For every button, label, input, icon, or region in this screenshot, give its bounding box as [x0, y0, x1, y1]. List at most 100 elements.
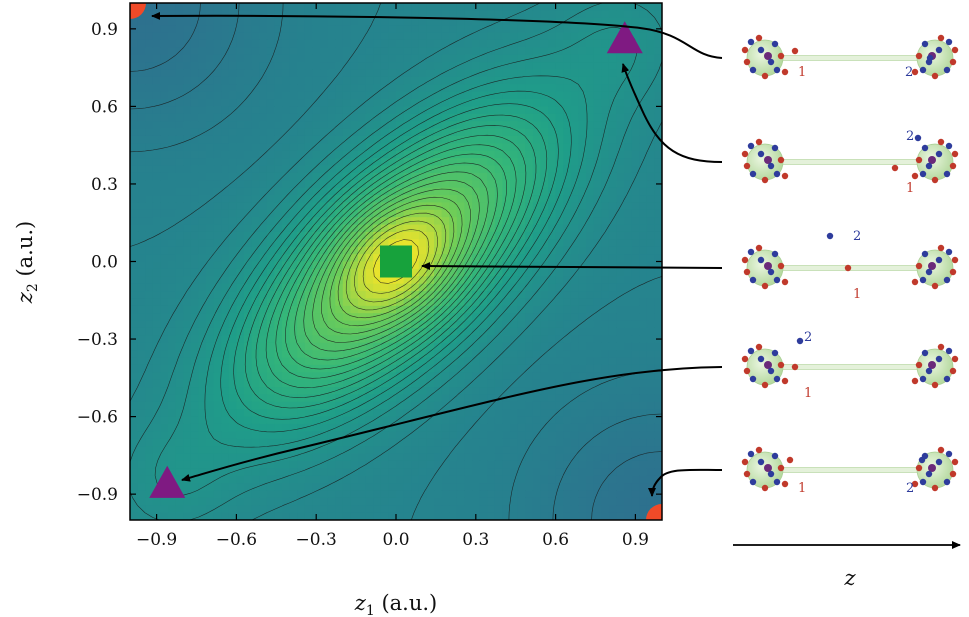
heatmap-cell	[532, 394, 541, 403]
heatmap-cell	[373, 224, 382, 233]
heatmap-cell	[456, 113, 465, 122]
heatmap-cell	[532, 25, 541, 34]
heatmap-cell	[289, 401, 298, 410]
heatmap-cell	[456, 291, 465, 300]
heatmap-cell	[198, 217, 207, 226]
heatmap-cell	[548, 357, 557, 366]
heatmap-cell	[639, 475, 648, 484]
heatmap-cell	[449, 84, 458, 93]
heatmap-cell	[570, 158, 579, 167]
heatmap-cell	[426, 135, 435, 144]
heatmap-cell	[373, 202, 382, 211]
heatmap-cell	[198, 512, 207, 520]
heatmap-cell	[130, 291, 139, 300]
heatmap-cell	[251, 165, 260, 174]
contour-line	[265, 134, 527, 389]
heatmap-cell	[586, 357, 595, 366]
heatmap-cell	[365, 438, 374, 447]
heatmap-cell	[388, 62, 397, 71]
heatmap-cell	[266, 231, 275, 240]
heatmap-cell	[578, 195, 587, 204]
heatmap-cell	[411, 305, 420, 314]
heatmap-cell	[624, 291, 633, 300]
heatmap-cell	[335, 165, 344, 174]
heatmap-cell	[441, 91, 450, 100]
heatmap-cell	[487, 143, 496, 152]
heatmap-cell	[525, 202, 534, 211]
heatmap-cell	[266, 187, 275, 196]
heatmap-cell	[244, 357, 253, 366]
heatmap-cell	[244, 69, 253, 78]
heatmap-cell	[304, 25, 313, 34]
heatmap-cell	[426, 276, 435, 285]
heatmap-cell	[259, 254, 268, 263]
heatmap-cell	[494, 135, 503, 144]
heatmap-cell	[327, 165, 336, 174]
heatmap-cell	[190, 460, 199, 469]
heatmap-cell	[380, 143, 389, 152]
heatmap-cell	[221, 490, 230, 499]
heatmap-cell	[502, 335, 511, 344]
heatmap-cell	[418, 342, 427, 351]
heatmap-cell	[510, 113, 519, 122]
heatmap-cell	[289, 350, 298, 359]
heatmap-cell	[418, 291, 427, 300]
heatmap-cell	[244, 379, 253, 388]
heatmap-cell	[137, 217, 146, 226]
heatmap-cell	[206, 121, 215, 130]
heatmap-cell	[198, 283, 207, 292]
heatmap-cell	[327, 261, 336, 270]
heatmap-cell	[525, 195, 534, 204]
heatmap-cell	[434, 3, 443, 11]
heatmap-cell	[532, 121, 541, 130]
heatmap-cell	[434, 423, 443, 432]
heatmap-cell	[631, 62, 640, 71]
heatmap-cell	[426, 401, 435, 410]
heatmap-cell	[472, 335, 481, 344]
heatmap-cell	[320, 490, 329, 499]
heatmap-cell	[563, 217, 572, 226]
heatmap-cell	[312, 99, 321, 107]
heatmap-cell	[456, 76, 465, 85]
heatmap-cell	[282, 32, 291, 41]
heatmap-cell	[411, 54, 420, 63]
heatmap-cell	[396, 106, 405, 115]
heatmap-cell	[434, 135, 443, 144]
heatmap-cell	[403, 172, 412, 181]
heatmap-cell	[624, 453, 633, 462]
heatmap-cell	[274, 187, 283, 196]
heatmap-cell	[608, 3, 617, 11]
heatmap-cell	[555, 172, 564, 181]
heatmap-cell	[494, 438, 503, 447]
heatmap-cell	[525, 69, 534, 78]
heatmap-cell	[434, 17, 443, 26]
heatmap-cell	[441, 25, 450, 34]
heatmap-cell	[494, 209, 503, 218]
heatmap-cell	[456, 239, 465, 248]
heatmap-cell	[266, 335, 275, 344]
heatmap-cell	[472, 84, 481, 93]
heatmap-cell	[213, 99, 222, 107]
heatmap-cell	[152, 99, 161, 107]
heatmap-cell	[160, 460, 169, 469]
heatmap-cell	[206, 291, 215, 300]
heatmap-cell	[639, 187, 648, 196]
heatmap-cell	[274, 76, 283, 85]
heatmap-cell	[251, 217, 260, 226]
heatmap-cell	[190, 10, 199, 19]
heatmap-cell	[464, 438, 473, 447]
heatmap-cell	[616, 468, 625, 477]
heatmap-cell	[456, 364, 465, 373]
heatmap-cell	[525, 446, 534, 455]
heatmap-cell	[297, 187, 306, 196]
heatmap-cell	[266, 239, 275, 248]
heatmap-cell	[145, 512, 154, 520]
heatmap-cell	[403, 128, 412, 137]
heatmap-cell	[168, 217, 177, 226]
heatmap-cell	[198, 438, 207, 447]
heatmap-cell	[365, 135, 374, 144]
heatmap-cell	[624, 254, 633, 263]
heatmap-cell	[312, 291, 321, 300]
heatmap-cell	[373, 490, 382, 499]
heatmap-cell	[494, 84, 503, 93]
